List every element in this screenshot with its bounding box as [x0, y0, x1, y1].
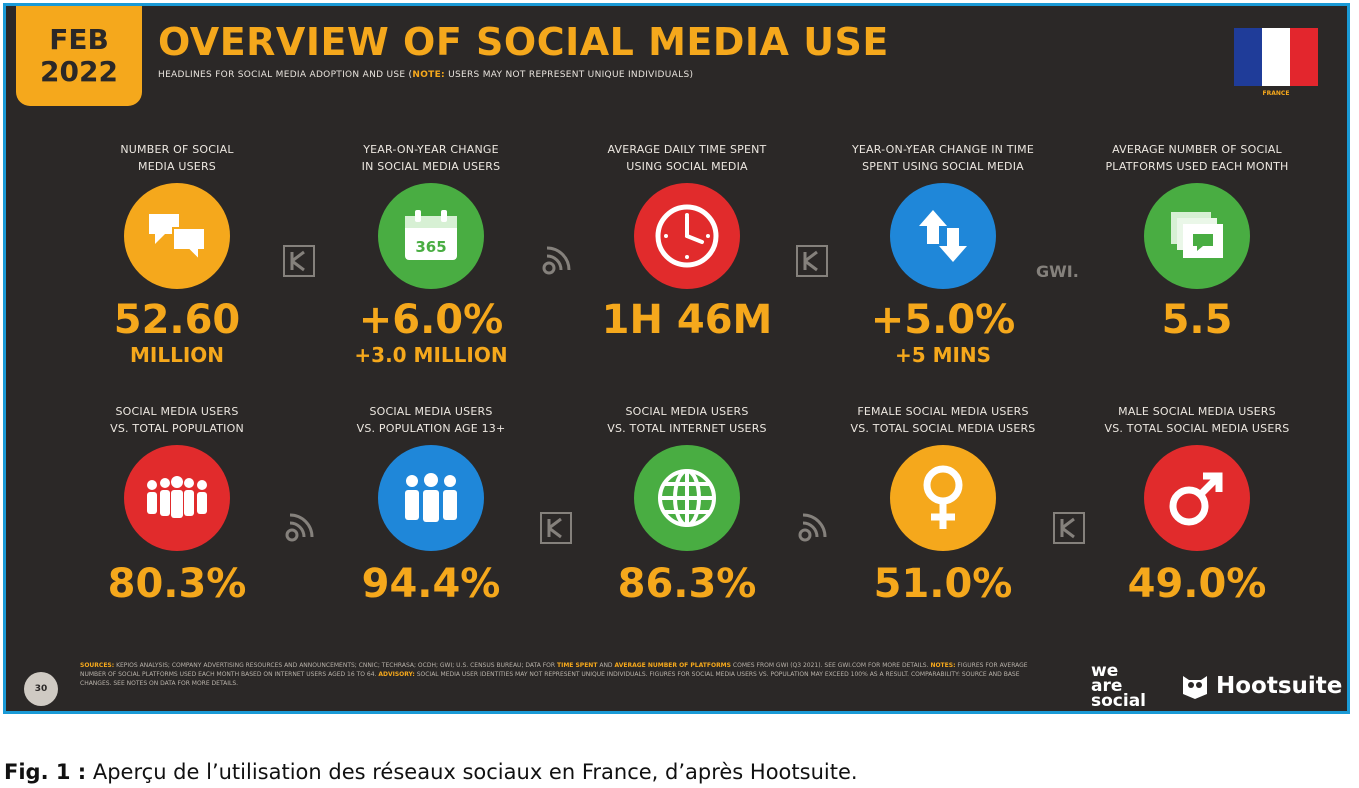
metric-value: 94.4%	[361, 561, 501, 607]
metric-social-media-users: NUMBER OF SOCIAL MEDIA USERS 52.60 MILLIO…	[67, 141, 287, 367]
metric-value: +6.0%	[358, 297, 504, 343]
date-month: FEB	[49, 23, 109, 56]
adults-icon	[378, 445, 484, 551]
metric-vs-population: SOCIAL MEDIA USERS vs. TOTAL POPULATION 8…	[67, 403, 287, 607]
speech-bubbles-icon	[124, 183, 230, 289]
metric-sub: MILLION	[129, 343, 224, 367]
metric-yoy-users: YEAR-ON-YEAR CHANGE IN SOCIAL MEDIA USERS…	[321, 141, 541, 367]
gwi-logo: GWI.	[1036, 262, 1079, 281]
metric-label: AVERAGE NUMBER OF SOCIAL PLATFORMS USED E…	[1105, 143, 1289, 173]
metric-value: 52.60	[113, 297, 241, 343]
metric-label: SOCIAL MEDIA USERS vs. POPULATION AGE 13+	[356, 405, 506, 435]
country-label: FRANCE	[1262, 90, 1290, 97]
metric-sub: +5 MINS	[894, 343, 992, 367]
owl-icon	[1183, 676, 1207, 699]
metric-label: YEAR-ON-YEAR CHANGE IN TIME SPENT USING S…	[851, 143, 1034, 173]
svg-text:365: 365	[415, 238, 446, 256]
crowd-icon	[124, 445, 230, 551]
metric-male-users: MALE SOCIAL MEDIA USERS vs. TOTAL SOCIAL …	[1087, 403, 1307, 607]
female-symbol-icon	[890, 445, 996, 551]
kepios-logo-icon	[796, 245, 828, 277]
metric-platforms: AVERAGE NUMBER OF SOCIAL PLATFORMS USED E…	[1087, 141, 1307, 343]
metric-value: 80.3%	[107, 561, 247, 607]
metric-value: 5.5	[1161, 297, 1233, 343]
globe-icon	[634, 445, 740, 551]
metric-label: SOCIAL MEDIA USERS vs. TOTAL POPULATION	[110, 405, 244, 435]
kepios-logo-icon	[283, 245, 315, 277]
clock-icon	[634, 183, 740, 289]
metric-yoy-time: YEAR-ON-YEAR CHANGE IN TIME SPENT USING S…	[833, 141, 1053, 367]
france-flag-icon	[1234, 28, 1318, 86]
metric-daily-time: AVERAGE DAILY TIME SPENT USING SOCIAL MED…	[577, 141, 797, 343]
metric-value: 86.3%	[617, 561, 757, 607]
metric-label: AVERAGE DAILY TIME SPENT USING SOCIAL MED…	[607, 143, 767, 173]
hootsuite-logo: Hootsuite	[1180, 672, 1342, 700]
metric-label: SOCIAL MEDIA USERS vs. TOTAL INTERNET USE…	[607, 405, 767, 435]
metric-vs-internet-users: SOCIAL MEDIA USERS vs. TOTAL INTERNET USE…	[577, 403, 797, 607]
kepios-logo-icon	[540, 512, 572, 544]
metric-label: NUMBER OF SOCIAL MEDIA USERS	[120, 143, 234, 173]
metric-value: +5.0%	[870, 297, 1016, 343]
footer-sources: SOURCES: KEPIOS ANALYSIS; COMPANY ADVERT…	[80, 662, 1028, 687]
we-are-social-logo: we are social	[1091, 661, 1147, 711]
metric-sub: +3.0 MILLION	[354, 343, 508, 367]
slide-title: OVERVIEW OF SOCIAL MEDIA USE	[158, 20, 889, 64]
kepios-logo-icon	[1053, 512, 1085, 544]
metric-value: 1H 46M	[601, 297, 773, 343]
infographic-slide: FEB 2022 OVERVIEW OF SOCIAL MEDIA USE HE…	[3, 3, 1350, 714]
date-year: 2022	[40, 55, 118, 88]
data-ai-logo-icon	[798, 513, 827, 542]
slide-subtitle: HEADLINES FOR SOCIAL MEDIA ADOPTION AND …	[158, 70, 694, 80]
figure-caption: Fig. 1 : Aperçu de l’utilisation des rés…	[4, 760, 858, 784]
metric-value: 49.0%	[1127, 561, 1267, 607]
stacked-windows-icon	[1144, 183, 1250, 289]
metric-value: 51.0%	[873, 561, 1013, 607]
data-ai-logo-icon	[542, 246, 571, 275]
male-symbol-icon	[1144, 445, 1250, 551]
metric-female-users: FEMALE SOCIAL MEDIA USERS vs. TOTAL SOCIA…	[833, 403, 1053, 607]
metric-vs-adults: SOCIAL MEDIA USERS vs. POPULATION AGE 13+…	[321, 403, 541, 607]
metric-label: MALE SOCIAL MEDIA USERS vs. TOTAL SOCIAL …	[1104, 405, 1290, 435]
data-ai-logo-icon	[285, 513, 314, 542]
calendar-365-icon: 365	[378, 183, 484, 289]
date-badge: FEB 2022	[16, 6, 142, 106]
metric-label: FEMALE SOCIAL MEDIA USERS vs. TOTAL SOCIA…	[850, 405, 1036, 435]
page-number: 30	[24, 672, 58, 706]
up-down-arrows-icon	[890, 183, 996, 289]
metric-label: YEAR-ON-YEAR CHANGE IN SOCIAL MEDIA USERS	[361, 143, 501, 173]
